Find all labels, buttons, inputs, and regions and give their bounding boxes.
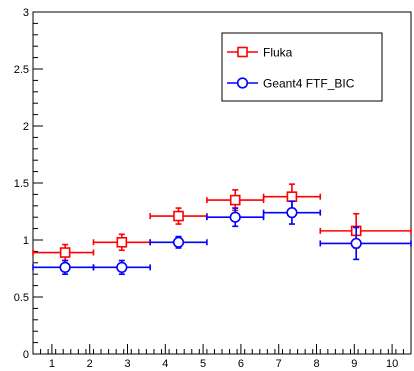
x-axis: 1 2 3 4 5 6 7 8 9 10 [32, 344, 412, 370]
legend-marker-square [237, 46, 248, 58]
x-tick-label: 8 [313, 358, 319, 370]
x-tick-label: 5 [200, 358, 206, 370]
y-axis: 0 0.5 1 1.5 2 2.5 3 [14, 7, 43, 361]
x-tick-label: 3 [124, 358, 130, 370]
data-point-circle [229, 211, 241, 223]
data-point-square [173, 210, 184, 222]
legend-label: Geant4 FTF_BIC [263, 77, 355, 91]
legend-entry: Geant4 FTF_BIC [227, 77, 355, 91]
legend-marker-circle [236, 77, 249, 89]
y-tick-label: 0 [23, 349, 29, 361]
y-tick-label: 0.5 [14, 292, 29, 304]
legend: Fluka Geant4 FTF_BIC [221, 32, 383, 102]
data-point-square [229, 194, 241, 206]
x-tick-label: 6 [238, 358, 244, 370]
y-tick-label: 3 [23, 7, 29, 19]
data-point-circle [350, 237, 362, 250]
x-tick-label: 2 [87, 358, 93, 370]
x-tick-label: 4 [162, 358, 168, 370]
series-geant4 [32, 200, 412, 276]
data-point-circle [59, 261, 71, 273]
data-point-square [286, 191, 298, 202]
data-point-square [116, 236, 128, 248]
legend-box [221, 32, 383, 102]
x-tick-label: 1 [49, 358, 55, 370]
data-point-square [59, 247, 71, 258]
legend-entry: Fluka [227, 46, 293, 60]
x-tick-label: 7 [276, 358, 282, 370]
y-tick-label: 1 [23, 235, 29, 247]
x-tick-label: 10 [386, 358, 398, 370]
y-tick-label: 1.5 [14, 178, 29, 190]
data-point-circle [286, 207, 298, 219]
series-layer [32, 183, 412, 276]
x-tick-label: 9 [351, 358, 357, 370]
series-fluka [32, 183, 412, 262]
data-point-circle [172, 236, 185, 248]
y-tick-label: 2 [23, 121, 29, 133]
y-tick-label: 2.5 [14, 64, 29, 76]
data-point-circle [116, 261, 128, 273]
legend-label: Fluka [263, 46, 293, 60]
